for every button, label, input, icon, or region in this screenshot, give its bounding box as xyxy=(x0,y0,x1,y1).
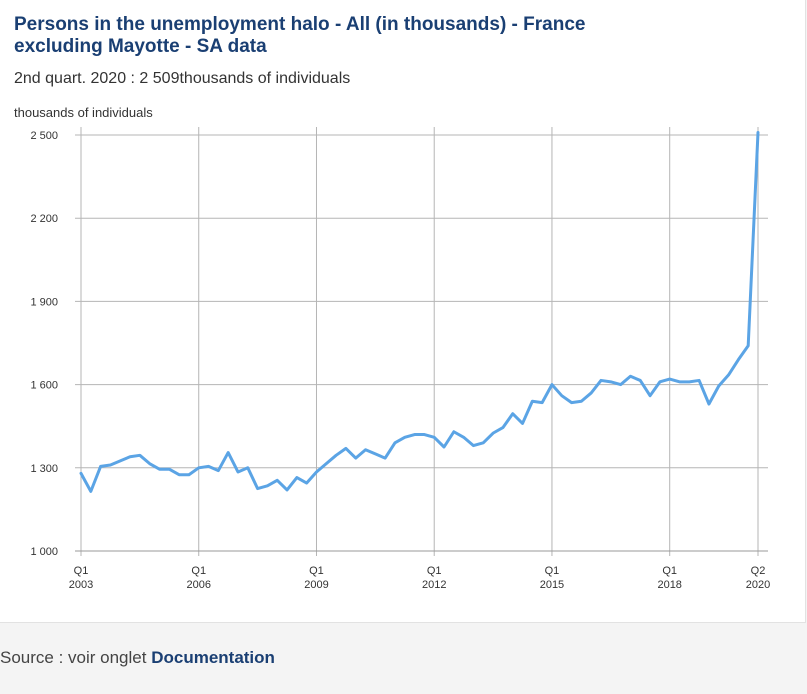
y-tick-label: 1 000 xyxy=(30,546,58,558)
x-tick-year: 2003 xyxy=(69,579,93,591)
chart-title: Persons in the unemployment halo - All (… xyxy=(14,14,586,57)
x-tick-quarter: Q1 xyxy=(427,565,442,577)
chart-card: Persons in the unemployment halo - All (… xyxy=(0,0,806,623)
y-axis-ticks: 1 000 1 300 1 600 1 900 2 200 2 500 xyxy=(30,130,58,558)
y-tick-label: 1 300 xyxy=(30,463,58,475)
y-tick-label: 1 900 xyxy=(30,296,58,308)
y-tick-label: 1 600 xyxy=(30,380,58,392)
x-tick-quarter: Q1 xyxy=(74,565,89,577)
y-axis-label: thousands of individuals xyxy=(14,105,153,120)
y-tick-label: 2 200 xyxy=(30,213,58,225)
source-note: Source : voir onglet Documentation xyxy=(0,648,275,668)
x-tick-quarter: Q1 xyxy=(309,565,324,577)
documentation-link[interactable]: Documentation xyxy=(151,648,275,667)
grid xyxy=(75,127,768,556)
x-tick-year: 2006 xyxy=(186,579,210,591)
x-axis-ticks: Q1 2003 Q1 2006 Q1 2009 Q1 2012 Q1 2015 Q1 2018 Q2 20… xyxy=(69,565,770,591)
x-tick-year: 2015 xyxy=(540,579,564,591)
x-tick-year: 2020 xyxy=(746,579,770,591)
line-chart: 1 000 1 300 1 600 1 900 2 200 2 500 Q1 2003 Q1 2… xyxy=(30,127,770,591)
series-line[interactable] xyxy=(79,131,760,493)
x-tick-quarter: Q2 xyxy=(751,565,766,577)
y-tick-label: 2 500 xyxy=(30,130,58,142)
x-tick-year: 2009 xyxy=(304,579,328,591)
x-tick-year: 2018 xyxy=(657,579,681,591)
x-tick-quarter: Q1 xyxy=(545,565,560,577)
x-tick-quarter: Q1 xyxy=(191,565,206,577)
source-prefix: Source : voir onglet xyxy=(0,648,152,667)
x-tick-quarter: Q1 xyxy=(662,565,677,577)
chart-subtitle: 2nd quart. 2020 : 2 509thousands of indi… xyxy=(14,70,351,87)
x-tick-year: 2012 xyxy=(422,579,446,591)
